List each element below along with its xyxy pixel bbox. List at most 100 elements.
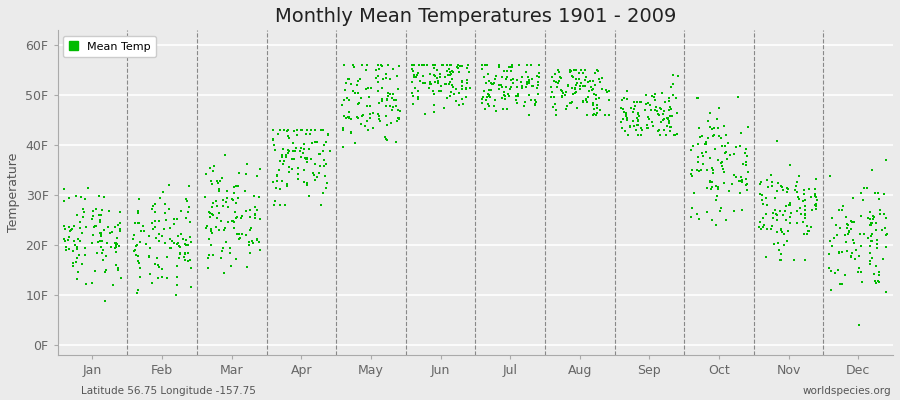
Point xyxy=(864,238,878,244)
Point xyxy=(805,224,819,230)
Point xyxy=(474,96,489,102)
Point xyxy=(436,62,450,68)
Point xyxy=(654,119,669,125)
Point xyxy=(272,167,286,173)
Point xyxy=(670,131,685,137)
Point xyxy=(500,68,514,74)
Point xyxy=(310,139,324,145)
Point xyxy=(616,106,630,112)
Point xyxy=(590,96,604,102)
Point xyxy=(875,227,889,234)
Point xyxy=(631,122,645,128)
Point xyxy=(824,238,838,244)
Point xyxy=(157,189,171,196)
Point xyxy=(356,112,371,118)
Point xyxy=(695,150,709,156)
Point xyxy=(353,75,367,82)
Point xyxy=(794,211,808,218)
Point xyxy=(404,65,419,72)
Point xyxy=(692,134,706,140)
Point xyxy=(374,85,389,91)
Point xyxy=(713,208,727,214)
Point xyxy=(495,84,509,90)
Point xyxy=(312,163,327,169)
Point xyxy=(842,229,856,235)
Point xyxy=(238,208,253,214)
Point xyxy=(136,222,150,229)
Point xyxy=(61,195,76,202)
Point xyxy=(476,93,491,100)
Point xyxy=(131,196,146,202)
Point xyxy=(662,128,677,134)
Point xyxy=(510,83,525,90)
Point xyxy=(521,77,535,84)
Point xyxy=(248,211,262,217)
Point xyxy=(68,242,82,248)
Point xyxy=(503,77,517,84)
Point xyxy=(840,225,854,232)
Point xyxy=(158,240,172,246)
Point xyxy=(220,203,235,210)
Point xyxy=(109,249,123,255)
Point xyxy=(509,76,524,83)
Point xyxy=(662,95,676,101)
Point xyxy=(290,127,304,134)
Point xyxy=(336,125,350,131)
Point xyxy=(227,190,241,196)
Point xyxy=(765,210,779,217)
Point xyxy=(155,233,169,239)
Point xyxy=(796,219,810,225)
Point xyxy=(687,190,701,196)
Point xyxy=(297,166,311,173)
Point xyxy=(285,166,300,172)
Point xyxy=(282,148,296,154)
Point xyxy=(562,100,577,106)
Point xyxy=(217,226,231,233)
Point xyxy=(573,67,588,74)
Point xyxy=(431,78,446,85)
Point xyxy=(449,86,464,92)
Point xyxy=(380,136,394,143)
Point xyxy=(305,170,320,176)
Point xyxy=(706,217,720,224)
Point xyxy=(753,179,768,185)
Point xyxy=(300,127,314,134)
Point xyxy=(297,146,311,152)
Point xyxy=(868,263,883,269)
Point xyxy=(690,95,705,102)
Point xyxy=(796,191,811,197)
Point xyxy=(202,252,217,258)
Point xyxy=(631,111,645,117)
Point xyxy=(211,180,225,186)
Point xyxy=(432,88,446,94)
Point xyxy=(454,86,469,92)
Point xyxy=(409,74,423,80)
Point xyxy=(831,267,845,273)
Point xyxy=(292,148,307,154)
Point xyxy=(797,202,812,209)
Point xyxy=(760,177,775,184)
Point xyxy=(99,267,113,274)
Point xyxy=(461,62,475,68)
Point xyxy=(417,62,431,68)
Point xyxy=(876,256,890,262)
Point xyxy=(212,210,226,217)
Point xyxy=(454,78,469,85)
Point xyxy=(451,102,465,108)
Point xyxy=(844,226,859,232)
Point xyxy=(223,263,238,269)
Point xyxy=(98,268,112,275)
Point xyxy=(126,232,140,238)
Point xyxy=(169,216,184,222)
Point xyxy=(435,62,449,68)
Point xyxy=(277,127,292,134)
Point xyxy=(181,250,195,256)
Point xyxy=(245,238,259,244)
Point xyxy=(223,244,238,251)
Point xyxy=(104,244,118,250)
Point xyxy=(528,102,543,108)
Point xyxy=(96,194,111,200)
Point xyxy=(422,84,436,91)
Point xyxy=(586,112,600,118)
Point xyxy=(548,79,562,85)
